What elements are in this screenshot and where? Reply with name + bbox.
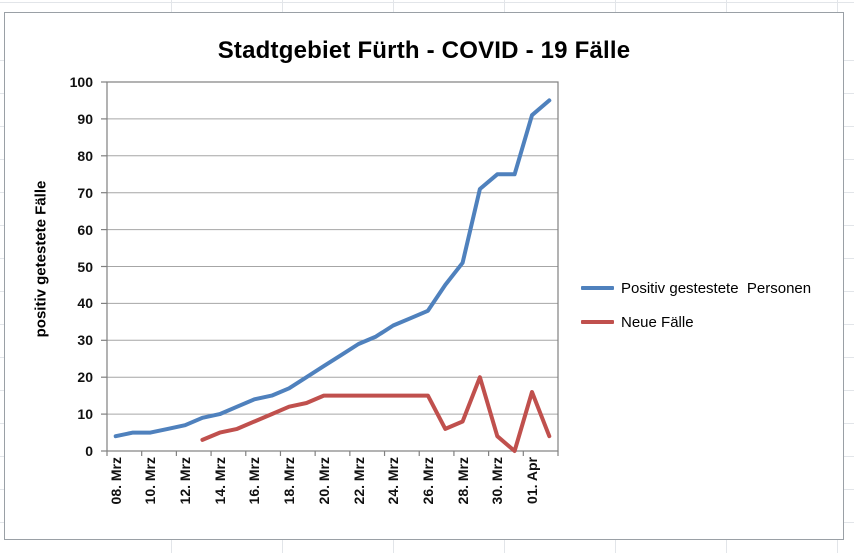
x-tick-label: 30. Mrz xyxy=(489,457,506,505)
x-tick-label: 18. Mrz xyxy=(281,457,298,505)
legend-label: Neue Fälle xyxy=(621,313,694,331)
chart-object[interactable]: Stadtgebiet Fürth - COVID - 19 Fälle pos… xyxy=(4,12,844,540)
x-tick-label: 08. Mrz xyxy=(107,457,124,505)
y-tick-label: 60 xyxy=(77,221,93,238)
x-tick-label: 12. Mrz xyxy=(177,457,194,505)
x-tick-label: 14. Mrz xyxy=(211,457,228,505)
legend-line-blue-icon xyxy=(581,286,614,290)
y-tick-label: 20 xyxy=(77,369,93,386)
x-tick-label: 10. Mrz xyxy=(142,457,159,505)
legend-item-positiv: Positiv gestestete Personen xyxy=(581,278,811,298)
y-tick-label: 30 xyxy=(77,332,93,349)
legend-label: Positiv gestestete Personen xyxy=(621,279,812,297)
x-tick-label: 20. Mrz xyxy=(315,457,332,505)
x-tick-label: 26. Mrz xyxy=(419,457,436,505)
y-tick-label: 10 xyxy=(77,406,93,423)
legend-item-neue-faelle: Neue Fälle xyxy=(581,312,811,332)
y-tick-label: 40 xyxy=(77,295,93,312)
legend-line-red-icon xyxy=(581,320,614,324)
x-tick-label: 24. Mrz xyxy=(385,457,402,505)
y-tick-label: 80 xyxy=(77,147,93,164)
x-tick-label: 01. Apr xyxy=(523,457,540,504)
plot-area xyxy=(101,81,559,456)
y-tick-label: 0 xyxy=(85,443,93,459)
y-tick-label: 90 xyxy=(77,110,93,127)
chart-title: Stadtgebiet Fürth - COVID - 19 Fälle xyxy=(217,37,631,64)
y-tick-label: 50 xyxy=(77,258,93,275)
y-tick-label: 70 xyxy=(77,184,93,201)
x-tick-label: 22. Mrz xyxy=(350,457,367,505)
x-tick-label: 28. Mrz xyxy=(454,457,471,505)
x-tick-label: 16. Mrz xyxy=(246,457,263,505)
legend: Positiv gestestete Personen Neue Fälle xyxy=(581,278,811,332)
y-tick-label: 100 xyxy=(69,74,93,90)
